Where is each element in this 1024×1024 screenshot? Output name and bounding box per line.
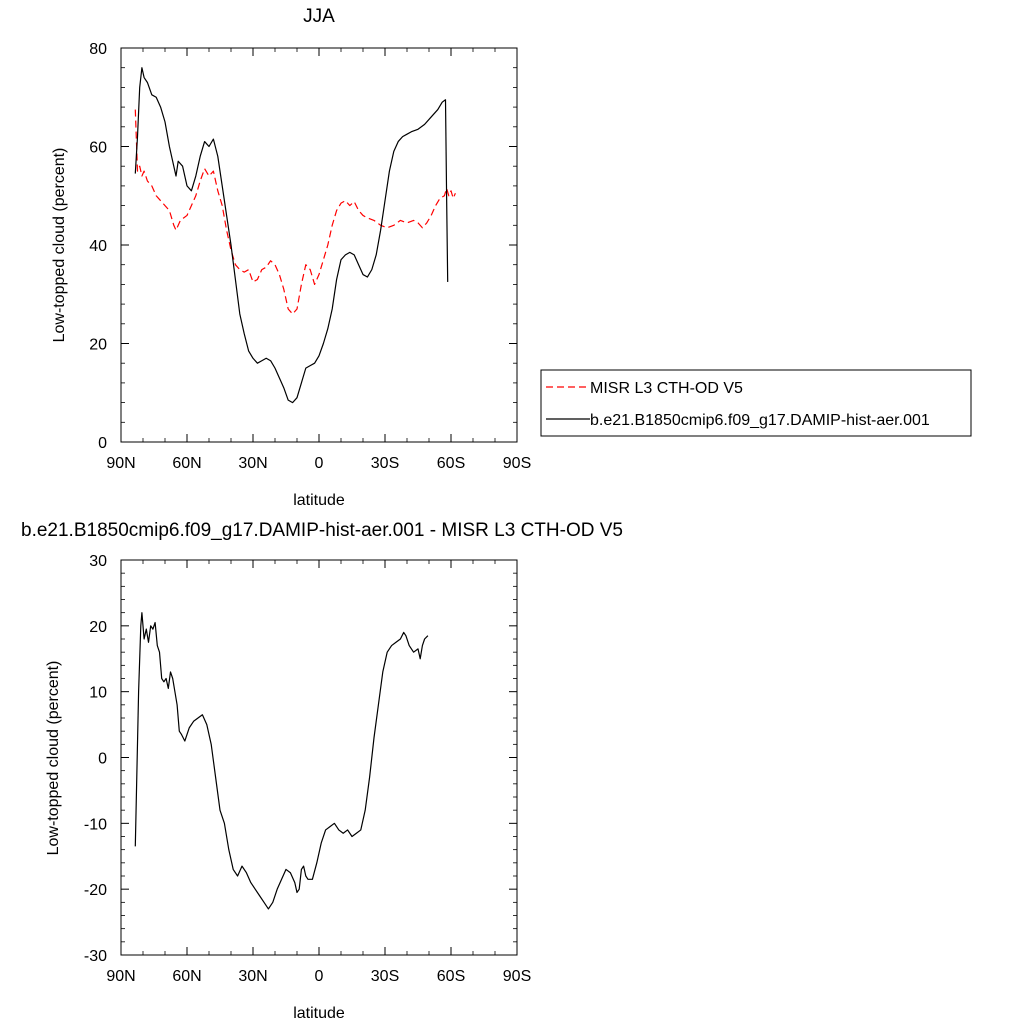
bottom-y-tick-label: -10 [84, 816, 107, 833]
top-panel: JJA 90N 60N 30N 0 30S 60S 90S 0 20 40 60 80 latitud… [51, 6, 531, 509]
bottom-x-tick-label: 90S [503, 968, 531, 985]
bottom-x-tick-label: 60S [437, 968, 465, 985]
bottom-panel: b.e21.B1850cmip6.f09_g17.DAMIP-hist-aer.… [21, 520, 623, 1022]
bottom-plot-frame [120, 559, 518, 956]
bottom-y-tick-label: 0 [98, 751, 107, 768]
bottom-x-axis-label: latitude [293, 1005, 345, 1022]
bottom-x-tick-label: 60N [172, 968, 201, 985]
top-y-tick-label: 20 [89, 337, 107, 354]
top-plot-area: 90N 60N 30N 0 30S 60S 90S 0 20 40 60 80 [89, 41, 531, 472]
top-y-axis-label: Low-topped cloud (percent) [51, 148, 68, 343]
top-x-tick-label: 30N [238, 455, 267, 472]
top-y-tick-label: 0 [98, 435, 107, 452]
top-series-line-1 [134, 67, 449, 404]
top-y-tick-label: 40 [89, 238, 107, 255]
bottom-series-line-0 [134, 612, 429, 910]
bottom-y-tick-label: 30 [89, 553, 107, 570]
top-panel-title: JJA [303, 6, 335, 27]
top-x-axis-label: latitude [293, 492, 345, 509]
bottom-panel-title: b.e21.B1850cmip6.f09_g17.DAMIP-hist-aer.… [21, 520, 623, 541]
top-x-tick-label: 0 [315, 455, 324, 472]
bottom-y-tick-label: 20 [89, 619, 107, 636]
top-y-tick-label: 60 [89, 140, 107, 157]
top-x-tick-label: 30S [371, 455, 399, 472]
bottom-y-tick-label: -30 [84, 948, 107, 965]
bottom-x-tick-label: 90N [106, 968, 135, 985]
legend-label-model: b.e21.B1850cmip6.f09_g17.DAMIP-hist-aer.… [590, 412, 930, 429]
bottom-x-tick-label: 30N [238, 968, 267, 985]
bottom-x-tick-label: 0 [315, 968, 324, 985]
legend-box [540, 369, 972, 437]
bottom-plot-area: 90N 60N 30N 0 30S 60S 90S -30 -20 -10 0 10 20 30 [84, 553, 531, 985]
bottom-y-axis-label: Low-topped cloud (percent) [45, 661, 62, 856]
top-x-tick-label: 90N [106, 455, 135, 472]
legend: MISR L3 CTH-OD V5 b.e21.B1850cmip6.f09_g… [540, 369, 972, 437]
top-axes: 90N 60N 30N 0 30S 60S 90S 0 20 40 60 80 [89, 41, 531, 472]
top-x-tick-label: 90S [503, 455, 531, 472]
bottom-x-tick-label: 30S [371, 968, 399, 985]
top-series-line-0 [134, 109, 456, 315]
legend-label-misr: MISR L3 CTH-OD V5 [590, 380, 743, 397]
bottom-y-tick-label: 10 [89, 685, 107, 702]
top-y-tick-label: 80 [89, 41, 107, 58]
top-x-tick-label: 60S [437, 455, 465, 472]
bottom-axes: 90N 60N 30N 0 30S 60S 90S -30 -20 -10 0 10 20 30 [84, 553, 531, 985]
top-x-tick-label: 60N [172, 455, 201, 472]
top-plot-frame [120, 47, 518, 443]
bottom-y-tick-label: -20 [84, 882, 107, 899]
